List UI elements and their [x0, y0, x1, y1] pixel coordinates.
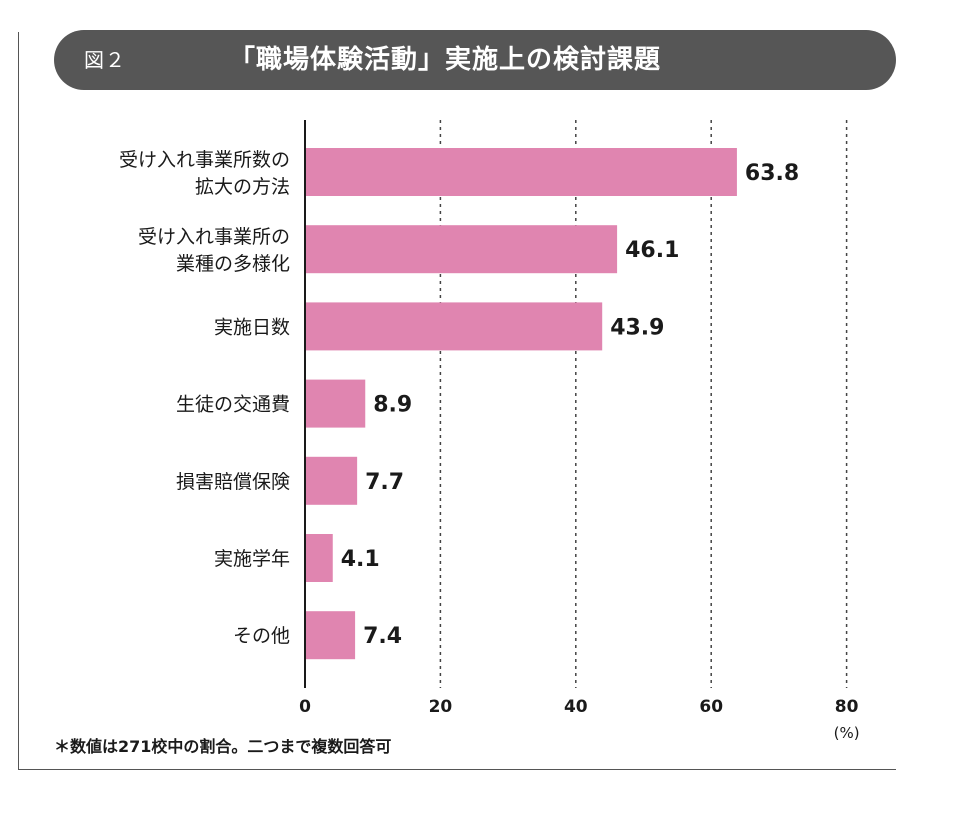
- bar: [305, 379, 366, 428]
- value-label: 46.1: [625, 238, 679, 263]
- bar: [305, 302, 603, 351]
- figure-title: 「職場体験活動」実施上の検討課題: [229, 45, 662, 75]
- x-tick-label: 80: [835, 697, 859, 717]
- frame-bottom-border: [18, 769, 896, 770]
- value-label: 63.8: [745, 161, 799, 186]
- figure-number: 図２: [84, 48, 126, 72]
- category-label: その他: [233, 625, 290, 647]
- value-label: 7.7: [365, 470, 404, 495]
- value-label: 43.9: [610, 315, 664, 340]
- bar: [305, 611, 356, 660]
- bar: [305, 225, 618, 274]
- category-label: 実施学年: [214, 548, 290, 570]
- x-axis-unit: (%): [834, 724, 860, 742]
- category-label: 受け入れ事業所の: [138, 226, 290, 248]
- x-tick-label: 40: [564, 697, 588, 717]
- value-label: 7.4: [363, 624, 402, 649]
- bar: [305, 534, 333, 582]
- value-label: 4.1: [341, 547, 380, 572]
- x-tick-label: 0: [299, 697, 311, 717]
- bar: [305, 456, 358, 505]
- category-label: 受け入れ事業所数の: [119, 149, 290, 171]
- value-label: 8.9: [373, 393, 412, 418]
- category-label: 損害賠償保険: [176, 471, 290, 493]
- footnote: ＊数値は271校中の割合。二つまで複数回答可: [54, 737, 392, 756]
- category-label: 実施日数: [214, 316, 290, 338]
- category-label: 業種の多様化: [176, 253, 290, 275]
- figure-title-bar: 図２ 「職場体験活動」実施上の検討課題: [54, 30, 896, 90]
- category-label: 拡大の方法: [195, 176, 290, 198]
- frame-left-border: [18, 32, 19, 770]
- x-tick-label: 60: [699, 697, 723, 717]
- category-label: 生徒の交通費: [176, 394, 290, 416]
- x-tick-label: 20: [429, 697, 453, 717]
- bar: [305, 148, 737, 196]
